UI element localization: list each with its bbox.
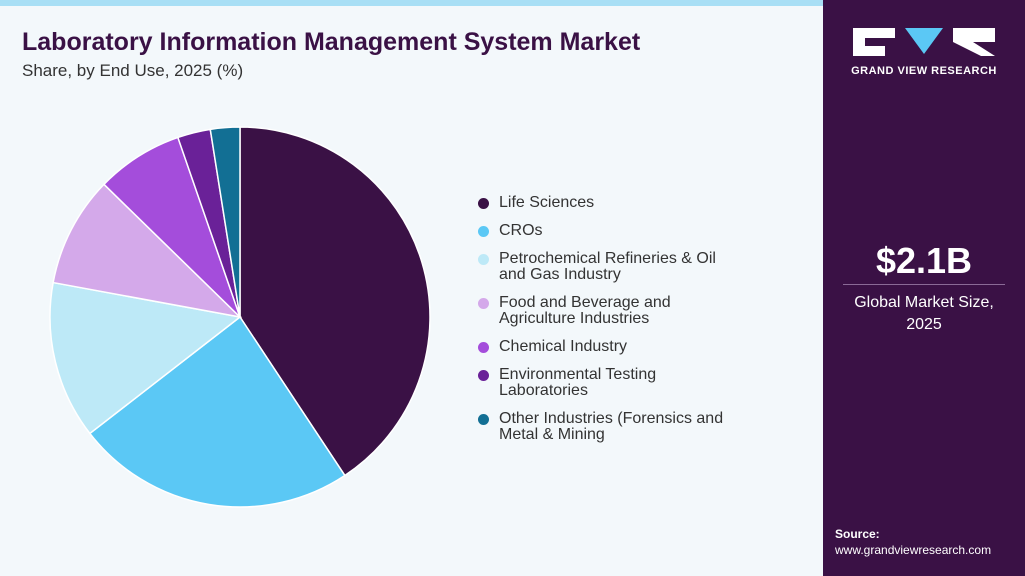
source-label: Source: [835,527,880,541]
chart-title: Laboratory Information Management System… [22,28,641,56]
legend-swatch [478,198,489,209]
legend-swatch [478,370,489,381]
legend-label: Environmental Testing Laboratories [499,366,657,399]
legend-label: Chemical Industry [499,338,628,355]
legend-swatch [478,226,489,237]
legend-item: Other Industries (Forensics and Metal & … [478,411,798,443]
sidebar: GRAND VIEW RESEARCH $2.1B Global Market … [823,0,1025,576]
legend-swatch [478,254,489,265]
legend-swatch [478,342,489,353]
pie-slice [209,126,241,318]
legend-item: Environmental Testing Laboratories [478,367,798,399]
legend-label: Life Sciences [499,194,595,211]
legend: Life Sciences CROs Petrochemical Refinerie… [478,195,798,455]
legend-swatch [478,414,489,425]
pie-slice [52,183,243,319]
top-bar [0,0,823,6]
pie-slice [88,315,346,508]
legend-label: Petrochemical Refineries & Oil and Gas I… [499,250,716,283]
divider [843,284,1005,285]
market-size: $2.1B [875,240,973,281]
legend-swatch [478,298,489,309]
brand: GRAND VIEW RESEARCH [851,65,997,77]
pie-slice [49,281,242,435]
source-url: www.grandviewresearch.com [835,543,992,557]
chart-subtitle: Share, by End Use, 2025 (%) [22,61,244,80]
legend-item: Life Sciences [478,195,798,211]
logo [853,28,995,56]
legend-item: Petrochemical Refineries & Oil and Gas I… [478,251,798,283]
legend-item: Food and Beverage and Agriculture Indust… [478,295,798,327]
market-size-label: Global Market Size, 2025 [854,294,994,333]
legend-label: Other Industries (Forensics and Metal & … [499,410,724,443]
legend-label: CROs [499,222,543,239]
legend-item: Chemical Industry [478,339,798,355]
legend-label: Food and Beverage and Agriculture Indust… [499,294,671,327]
legend-item: CROs [478,223,798,239]
pie-chart [49,126,431,508]
